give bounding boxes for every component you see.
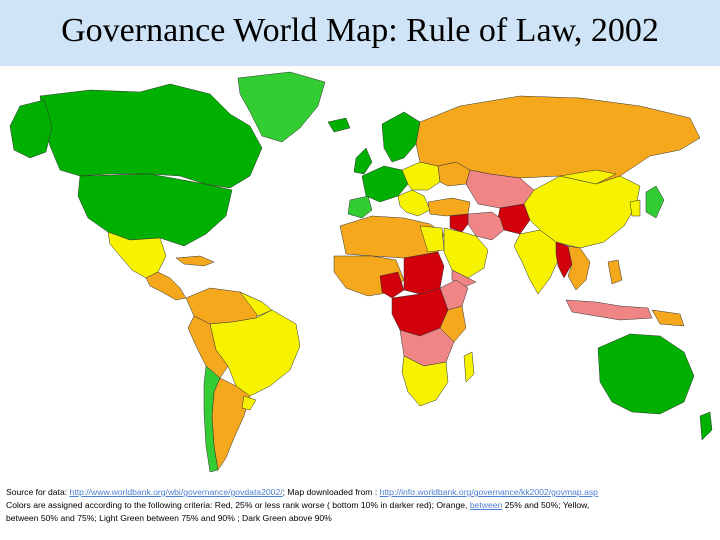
region-argentina	[211, 377, 251, 471]
region-mongolia	[559, 169, 617, 185]
region-iceland	[327, 117, 351, 133]
region-greenland	[237, 71, 326, 143]
region-china	[523, 175, 641, 249]
source-data-link[interactable]: http://www.worldbank.org/wbi/governance/…	[69, 487, 283, 497]
region-scandinavia	[381, 111, 421, 163]
region-madagascar	[463, 351, 475, 383]
region-alaska	[9, 99, 53, 159]
region-iran	[467, 211, 505, 241]
region-canada	[39, 83, 263, 189]
region-sudan	[403, 251, 445, 295]
region-uruguay	[241, 395, 257, 411]
region-png	[651, 309, 685, 327]
caption-source-middle: ; Map downloaded from :	[282, 487, 380, 497]
region-iberia	[347, 195, 373, 219]
region-philippines	[607, 259, 623, 285]
region-uk	[353, 147, 373, 175]
region-chile	[203, 365, 221, 473]
region-arabia	[443, 227, 489, 279]
title-band: Governance World Map: Rule of Law, 2002	[0, 0, 720, 66]
caption-line-2: Colors are assigned according to the fol…	[6, 499, 714, 512]
caption-criteria-suffix: 25% and 50%; Yellow,	[502, 500, 590, 510]
region-eastern-europe	[401, 161, 441, 191]
world-map-svg	[9, 71, 713, 473]
map-caption: Source for data: http://www.worldbank.or…	[6, 486, 714, 525]
region-india	[513, 229, 561, 295]
world-map	[0, 66, 720, 486]
region-korea	[629, 199, 641, 217]
map-download-link[interactable]: http://info.worldbank.org/governance/kk2…	[379, 487, 598, 497]
region-turkey	[427, 197, 471, 217]
region-iraq	[449, 213, 469, 233]
region-southern-europe	[397, 189, 431, 217]
region-southeast-asia	[567, 245, 591, 291]
region-southern-africa	[401, 355, 449, 407]
region-caribbean	[175, 255, 215, 267]
slide-title: Governance World Map: Rule of Law, 2002	[61, 12, 659, 49]
region-indonesia	[565, 299, 653, 321]
region-australia	[597, 333, 695, 415]
between-link[interactable]: between	[469, 500, 503, 510]
caption-line-1: Source for data: http://www.worldbank.or…	[6, 486, 714, 499]
caption-source-prefix: Source for data:	[6, 487, 70, 497]
caption-line-3: between 50% and 75%; Light Green between…	[6, 513, 332, 523]
caption-criteria-prefix: Colors are assigned according to the fol…	[6, 500, 470, 510]
region-central-america	[145, 271, 187, 301]
region-egypt	[419, 225, 445, 253]
region-east-africa	[439, 305, 467, 343]
region-usa	[77, 173, 233, 247]
region-new-zealand	[699, 411, 713, 441]
region-japan	[645, 185, 665, 219]
region-nigeria	[379, 271, 405, 299]
